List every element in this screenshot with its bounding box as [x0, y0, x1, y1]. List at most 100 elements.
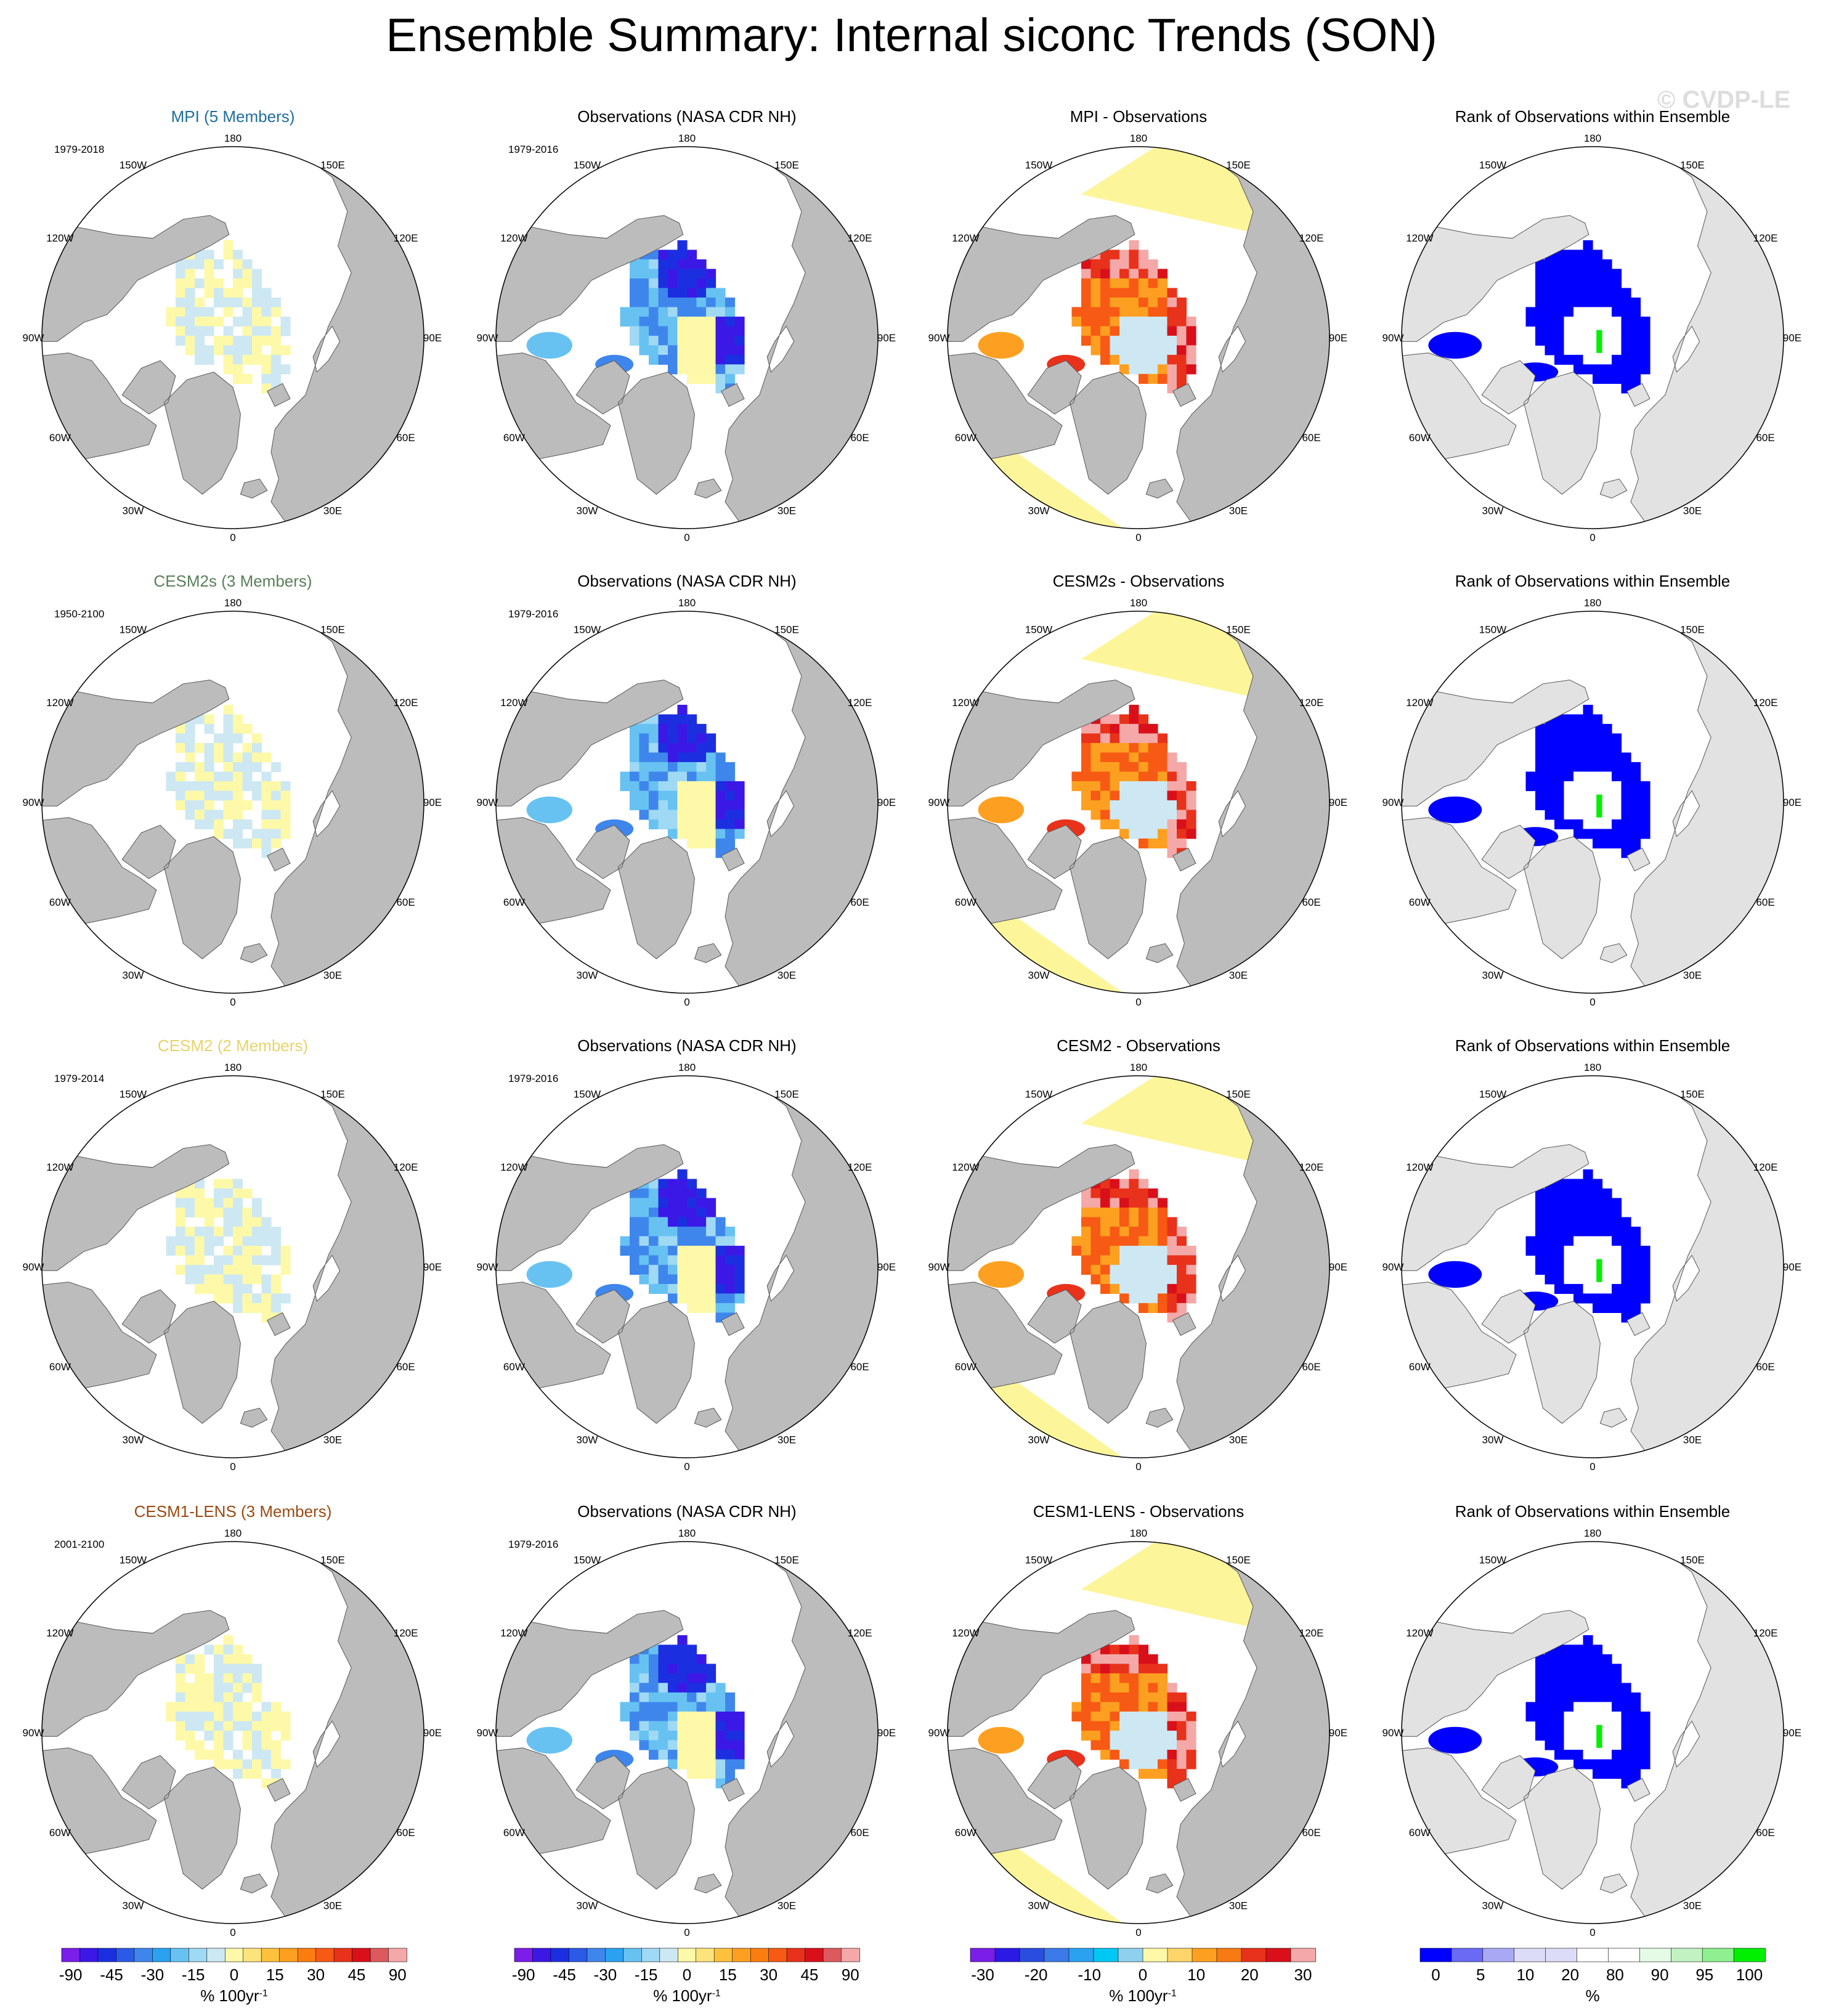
period-label: 1979-2016 [508, 1073, 558, 1084]
map-panel-r0-c1: 180 150E 120E 90E 60E 30E 0 30W 60W 90W 120W 150W Ob… [477, 107, 896, 543]
lon-label: 60E [1756, 432, 1774, 444]
lon-label: 30W [1482, 1900, 1504, 1912]
lon-label: 30E [1683, 1900, 1702, 1912]
colorbar-swatch [768, 1948, 787, 1962]
lon-label: 60E [396, 896, 415, 908]
lon-label: 30W [577, 970, 598, 982]
lon-label: 150E [774, 1554, 799, 1566]
lon-label: 90E [423, 1727, 442, 1739]
lon-label: 120E [848, 232, 872, 244]
land-mask [496, 1076, 878, 1458]
lon-label: 0 [1135, 1927, 1141, 1938]
lon-label: 120E [394, 1161, 418, 1173]
lon-label: 120E [1299, 1627, 1324, 1639]
lon-label: 120W [1406, 1627, 1433, 1639]
lon-label: 90W [23, 1261, 44, 1273]
lon-label: 90W [1382, 797, 1404, 808]
lon-label: 180 [224, 1527, 242, 1539]
colorbar-swatch [134, 1948, 153, 1962]
colorbar-swatch [696, 1948, 715, 1962]
colorbar-swatch [1093, 1948, 1119, 1962]
trend-field [1071, 1635, 1196, 1789]
trend-field [620, 1635, 745, 1789]
lon-label: 120E [1753, 697, 1778, 709]
lon-label: 150W [120, 1554, 147, 1566]
colorbar-3: 0 5 10 20 80 90 95 100% [1419, 1948, 1766, 2005]
lon-label: 90E [877, 332, 896, 344]
lon-label: 150W [574, 159, 601, 171]
trend-field [620, 704, 745, 858]
colorbar-swatch [315, 1948, 335, 1962]
period-label: 1950-2100 [54, 608, 104, 620]
colorbar-unit: % 100yr-1 [200, 1986, 268, 2005]
lon-label: 120W [952, 1161, 979, 1173]
lon-label: 30E [778, 970, 796, 982]
panel-title: Rank of Observations within Ensemble [1455, 107, 1731, 126]
land-mask [42, 1076, 424, 1458]
colorbar-swatch [243, 1948, 262, 1962]
lon-label: 150W [574, 1088, 601, 1100]
panel-title: CESM2 - Observations [1057, 1036, 1220, 1055]
colorbar-swatch [659, 1948, 679, 1962]
land-mask [948, 147, 1330, 529]
lon-label: 60W [955, 432, 976, 444]
map-border [947, 1541, 1330, 1924]
colorbar-swatch [605, 1948, 624, 1962]
lon-label: 120E [1753, 1161, 1778, 1173]
lon-label: 90W [23, 1727, 44, 1739]
colorbar-swatch [261, 1948, 280, 1962]
colorbar-swatch [994, 1948, 1020, 1962]
lon-label: 90W [23, 797, 44, 808]
colorbar-unit: % [1585, 1986, 1599, 2005]
lon-label: 30W [1028, 1900, 1050, 1912]
lon-label: 60W [49, 1361, 71, 1373]
colorbar-label: 20 [1561, 1965, 1579, 1984]
lon-label: 90W [23, 332, 44, 344]
colorbar-swatch [279, 1948, 299, 1962]
land-mask [496, 147, 878, 529]
lon-label: 150E [1226, 1554, 1251, 1566]
lon-label: 60W [1409, 1827, 1431, 1839]
map-panel-r3-c0: 180 150E 120E 90E 60E 30E 0 30W 60W 90W 120W 150W CE… [23, 1502, 442, 1938]
lon-label: 120W [46, 1627, 73, 1639]
colorbar-label: 20 [1241, 1965, 1259, 1984]
colorbar-swatch [1451, 1948, 1484, 1962]
trend-field [166, 1635, 291, 1789]
lon-label: 120E [1299, 697, 1324, 709]
lon-label: 120W [1406, 232, 1433, 244]
lon-label: 150E [320, 1088, 345, 1100]
lon-label: 120W [500, 1627, 527, 1639]
colorbar-swatch [822, 1948, 842, 1962]
lon-label: 120E [848, 1627, 872, 1639]
lon-label: 60W [49, 432, 71, 444]
lon-label: 150E [774, 159, 799, 171]
colorbar-swatch [678, 1948, 697, 1962]
map-panel-r3-c1: 180 150E 120E 90E 60E 30E 0 30W 60W 90W 120W 150W Ob… [477, 1502, 896, 1938]
panel-title: MPI (5 Members) [171, 107, 295, 126]
land-mask [1402, 147, 1784, 529]
lon-label: 90E [877, 1727, 896, 1739]
lon-label: 30E [1683, 970, 1702, 982]
lon-label: 30W [123, 970, 144, 982]
land-mask [1402, 1076, 1784, 1458]
lon-label: 120E [394, 697, 418, 709]
map-border [1401, 1075, 1784, 1458]
lon-label: 90E [1783, 332, 1801, 344]
lon-label: 90W [1382, 1261, 1404, 1273]
map-panel-r0-c0: 180 150E 120E 90E 60E 30E 0 30W 60W 90W 120W 150W MP… [23, 107, 442, 543]
colorbar-swatch [1639, 1948, 1672, 1962]
lon-label: 180 [678, 1527, 696, 1539]
colorbar-swatch [786, 1948, 806, 1962]
colorbar-unit: % 100yr-1 [1109, 1986, 1177, 2005]
colorbar-swatch [1671, 1948, 1703, 1962]
colorbar-swatch [1192, 1948, 1217, 1962]
map-border [1401, 1541, 1784, 1924]
colorbar-swatch [1068, 1948, 1094, 1962]
lon-label: 120W [500, 232, 527, 244]
map-panel-r1-c3: 180 150E 120E 90E 60E 30E 0 30W 60W 90W 120W 150W Ra… [1382, 572, 1802, 1008]
map-border [495, 146, 879, 529]
map-border [41, 611, 424, 994]
colorbar-swatch [1733, 1948, 1766, 1962]
lon-label: 150E [1226, 1088, 1251, 1100]
colorbar-swatch [333, 1948, 353, 1962]
